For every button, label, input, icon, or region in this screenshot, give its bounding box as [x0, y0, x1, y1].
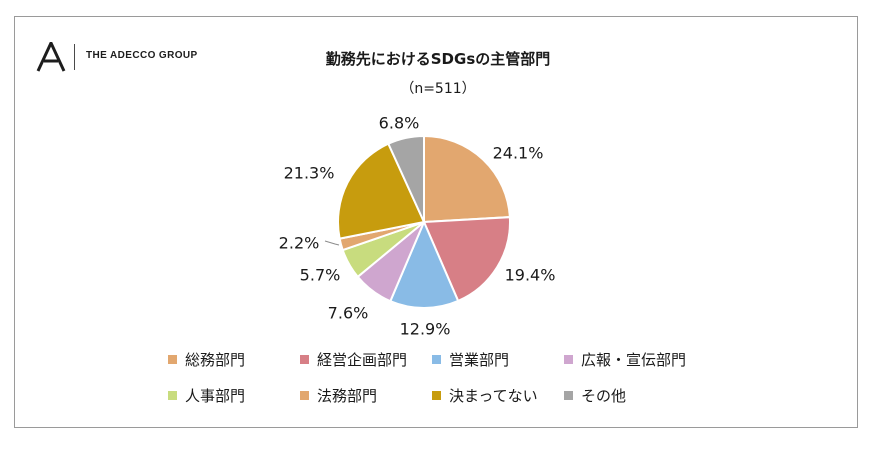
pie-slice [422, 216, 511, 303]
data-label: 19.4% [505, 266, 556, 285]
adecco-a-logo-icon [36, 42, 66, 72]
logo-divider [74, 44, 75, 70]
pie-slice [423, 134, 511, 224]
data-label: 12.9% [400, 320, 451, 339]
data-label: 21.3% [284, 164, 335, 183]
pie-slice [337, 142, 426, 240]
chart-title: 勤務先におけるSDGsの主管部門 [325, 50, 551, 68]
data-label: 24.1% [493, 144, 544, 163]
data-label: 7.6% [328, 304, 369, 323]
chart-subtitle: （n=511） [400, 81, 476, 97]
data-label: 2.2% [279, 234, 320, 253]
data-label: 5.7% [300, 266, 341, 285]
leader-line [324, 240, 340, 246]
data-label: 6.8% [379, 114, 420, 133]
pie-slice [389, 219, 460, 309]
logo-text: THE ADECCO GROUP [86, 50, 198, 61]
pie-slice [387, 134, 425, 223]
